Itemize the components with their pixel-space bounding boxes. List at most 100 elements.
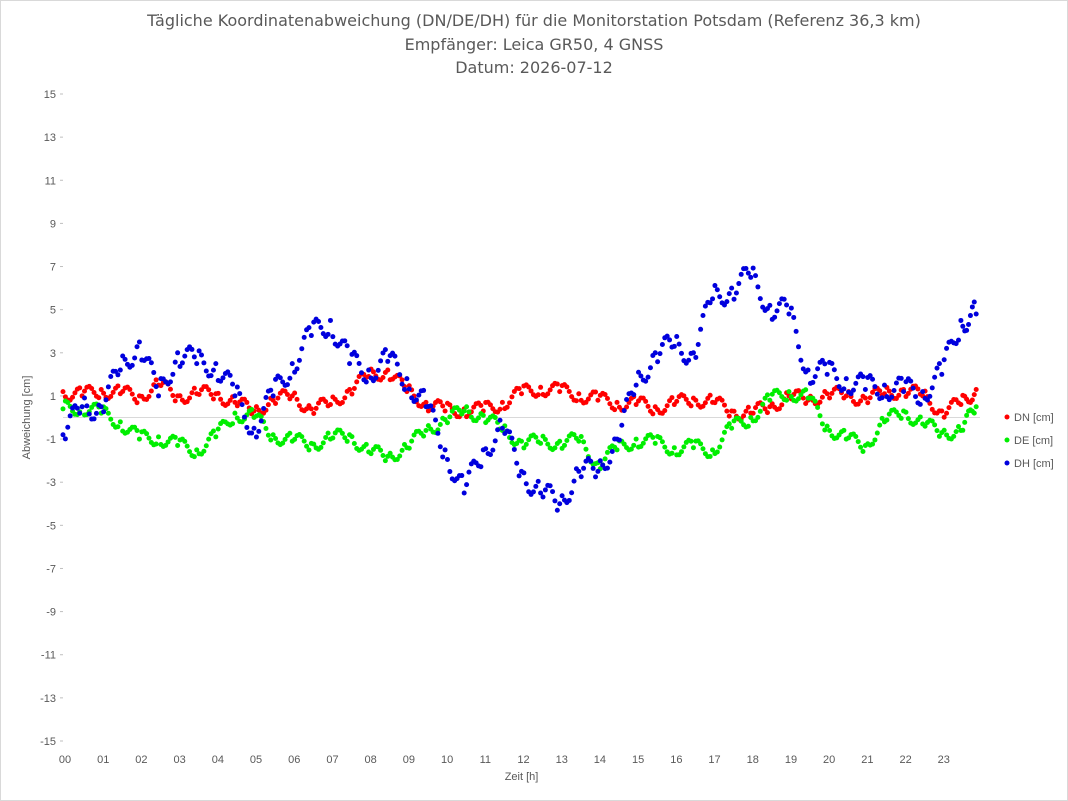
data-point bbox=[559, 493, 565, 499]
data-point bbox=[812, 374, 818, 380]
data-point bbox=[745, 404, 751, 410]
data-point bbox=[760, 401, 766, 407]
data-point bbox=[423, 427, 429, 433]
data-point bbox=[65, 424, 71, 430]
y-tick-label: -11 bbox=[41, 650, 56, 662]
data-point bbox=[951, 433, 957, 439]
data-point bbox=[791, 314, 797, 320]
data-point bbox=[270, 432, 276, 438]
data-point bbox=[741, 413, 747, 419]
data-point bbox=[767, 397, 773, 403]
data-point bbox=[953, 429, 959, 435]
data-point bbox=[779, 402, 785, 408]
data-point bbox=[399, 377, 405, 383]
data-point bbox=[664, 333, 670, 339]
data-point bbox=[905, 416, 911, 422]
data-point bbox=[265, 432, 271, 438]
data-point bbox=[879, 395, 885, 401]
data-point bbox=[733, 290, 739, 296]
data-point bbox=[631, 442, 637, 448]
data-point bbox=[602, 456, 608, 462]
data-point bbox=[929, 406, 935, 412]
data-point bbox=[170, 393, 176, 399]
data-point bbox=[719, 437, 725, 443]
data-point bbox=[929, 385, 935, 391]
data-point bbox=[401, 386, 407, 392]
data-point bbox=[862, 395, 868, 401]
data-point bbox=[215, 426, 221, 432]
data-point bbox=[652, 350, 658, 356]
data-point bbox=[973, 404, 979, 410]
data-point bbox=[167, 379, 173, 385]
data-point bbox=[841, 427, 847, 433]
data-point bbox=[817, 399, 823, 405]
data-point bbox=[311, 441, 317, 447]
data-point bbox=[425, 423, 431, 429]
data-point bbox=[177, 393, 183, 399]
data-point bbox=[325, 430, 331, 436]
data-point bbox=[151, 370, 157, 376]
data-point bbox=[686, 357, 692, 363]
data-point bbox=[385, 367, 391, 373]
data-point bbox=[67, 413, 73, 419]
data-point bbox=[956, 424, 962, 430]
data-point bbox=[640, 440, 646, 446]
data-point bbox=[724, 299, 730, 305]
data-point bbox=[170, 371, 176, 377]
legend-label: DN [cm] bbox=[1014, 412, 1054, 424]
data-point bbox=[344, 343, 350, 349]
data-point bbox=[397, 372, 403, 378]
data-point bbox=[569, 490, 575, 496]
data-point bbox=[764, 410, 770, 416]
data-point bbox=[301, 334, 307, 340]
data-point bbox=[755, 414, 761, 420]
data-point bbox=[633, 382, 639, 388]
data-point bbox=[645, 374, 651, 380]
data-point bbox=[435, 427, 441, 433]
data-point bbox=[423, 399, 429, 405]
data-point bbox=[757, 296, 763, 302]
data-point bbox=[796, 344, 802, 350]
x-tick-label: 01 bbox=[97, 754, 109, 766]
data-point bbox=[256, 428, 262, 434]
data-point bbox=[492, 415, 498, 421]
data-point bbox=[554, 507, 560, 513]
data-point bbox=[122, 356, 128, 362]
data-point bbox=[182, 438, 188, 444]
data-point bbox=[593, 474, 599, 480]
data-point bbox=[700, 403, 706, 409]
data-point bbox=[461, 408, 467, 414]
data-point bbox=[946, 405, 952, 411]
data-point bbox=[105, 410, 111, 416]
data-point bbox=[805, 367, 811, 373]
data-point bbox=[275, 395, 281, 401]
data-point bbox=[437, 444, 443, 450]
data-point bbox=[964, 327, 970, 333]
data-point bbox=[889, 394, 895, 400]
data-point bbox=[421, 433, 427, 439]
data-point bbox=[153, 384, 159, 390]
data-point bbox=[693, 397, 699, 403]
data-point bbox=[769, 391, 775, 397]
data-point bbox=[101, 390, 107, 396]
data-point bbox=[700, 446, 706, 452]
data-point bbox=[363, 379, 369, 385]
x-tick-label: 10 bbox=[441, 754, 453, 766]
data-point bbox=[251, 425, 257, 431]
data-point bbox=[910, 385, 916, 391]
data-point bbox=[523, 441, 529, 447]
data-point bbox=[688, 403, 694, 409]
data-point bbox=[655, 359, 661, 365]
data-point bbox=[210, 367, 216, 373]
data-points bbox=[60, 265, 979, 513]
data-point bbox=[385, 358, 391, 364]
data-point bbox=[858, 444, 864, 450]
data-point bbox=[590, 465, 596, 471]
data-point bbox=[535, 392, 541, 398]
data-point bbox=[886, 411, 892, 417]
data-point bbox=[819, 357, 825, 363]
data-point bbox=[650, 411, 656, 417]
data-point bbox=[368, 451, 374, 457]
data-point bbox=[318, 324, 324, 330]
data-point bbox=[726, 413, 732, 419]
